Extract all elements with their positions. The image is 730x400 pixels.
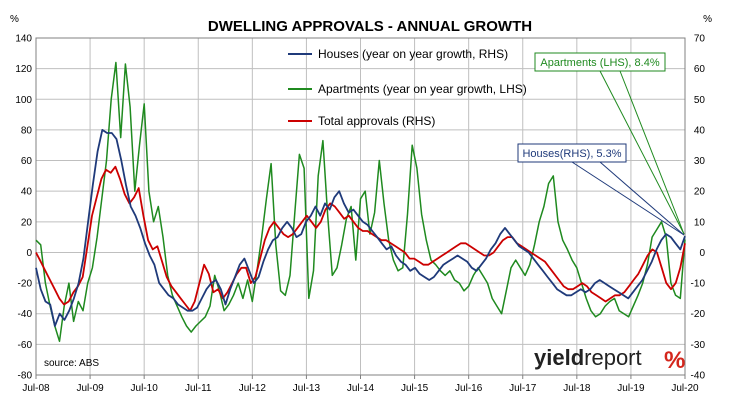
right-tick-label: 50 xyxy=(694,95,706,106)
left-tick-label: 40 xyxy=(21,187,33,198)
right-tick-label: -30 xyxy=(691,340,706,351)
grid xyxy=(36,37,685,376)
right-tick-label: 40 xyxy=(694,125,706,136)
legend: Houses (year on year growth, RHS) Apartm… xyxy=(288,47,527,128)
left-tick-label: 80 xyxy=(21,125,33,136)
left-tick-label: 20 xyxy=(21,217,33,228)
right-axis: 70 60 50 40 30 20 10 0 -10 -20 -30 -40 xyxy=(691,34,706,382)
x-tick-label: Jul-20 xyxy=(671,383,699,394)
x-axis: Jul-08 Jul-09 Jul-10 Jul-11 Jul-12 Jul-13 Jul-… xyxy=(22,375,699,394)
logo-percent-icon: % xyxy=(664,347,685,374)
x-tick-label: Jul-17 xyxy=(509,383,537,394)
right-tick-label: -40 xyxy=(691,371,706,382)
x-tick-label: Jul-12 xyxy=(239,383,267,394)
x-tick-label: Jul-10 xyxy=(131,383,159,394)
annotation-leader-apartments-1 xyxy=(599,70,685,235)
x-tick-label: Jul-18 xyxy=(563,383,591,394)
left-tick-label: 120 xyxy=(15,64,32,75)
source-note: source: ABS xyxy=(44,358,99,369)
x-tick-label: Jul-16 xyxy=(455,383,483,394)
x-tick-label: Jul-11 xyxy=(185,383,212,394)
logo-part-yield: yield xyxy=(534,345,584,370)
right-tick-label: 70 xyxy=(694,34,706,45)
legend-label-total: Total approvals (RHS) xyxy=(318,114,435,128)
apartments-series-line xyxy=(35,61,686,343)
left-tick-label: -80 xyxy=(18,371,33,382)
left-tick-label: 0 xyxy=(26,248,32,259)
annotation-apartments: Apartments (LHS), 8.4% xyxy=(540,57,659,69)
houses-series-line xyxy=(35,128,686,327)
left-tick-label: 140 xyxy=(15,34,32,45)
left-tick-label: 60 xyxy=(21,156,33,167)
annotation-leader-houses-2 xyxy=(599,161,685,236)
series-lines xyxy=(35,61,686,343)
right-tick-label: 60 xyxy=(694,64,706,75)
annotation-leader-houses-1 xyxy=(571,161,685,236)
right-tick-label: 10 xyxy=(694,217,706,228)
legend-label-houses: Houses (year on year growth, RHS) xyxy=(318,47,508,61)
right-tick-label: -20 xyxy=(691,309,706,320)
logo-wordmark: yieldreport xyxy=(534,345,642,370)
right-tick-label: 30 xyxy=(694,156,706,167)
right-tick-label: -10 xyxy=(691,279,706,290)
chart-title: DWELLING APPROVALS - ANNUAL GROWTH xyxy=(208,18,532,35)
left-tick-label: -40 xyxy=(18,309,33,320)
x-tick-label: Jul-14 xyxy=(347,383,375,394)
annotations: Apartments (LHS), 8.4% Houses(RHS), 5.3% xyxy=(517,52,685,236)
legend-label-apartments: Apartments (year on year growth, LHS) xyxy=(318,82,527,96)
left-axis: 140 120 100 80 60 40 20 0 -20 -40 -60 -80 xyxy=(15,34,32,382)
left-tick-label: 100 xyxy=(15,95,32,106)
yieldreport-logo: yieldreport % xyxy=(534,345,685,374)
right-tick-label: 20 xyxy=(694,187,706,198)
total-approvals-series-line xyxy=(35,165,686,312)
annotation-leader-apartments-2 xyxy=(619,70,685,235)
x-tick-label: Jul-19 xyxy=(617,383,645,394)
left-tick-label: -20 xyxy=(18,279,33,290)
x-tick-label: Jul-13 xyxy=(293,383,321,394)
left-axis-unit: % xyxy=(10,14,19,25)
x-tick-label: Jul-09 xyxy=(76,383,104,394)
x-tick-label: Jul-15 xyxy=(401,383,429,394)
right-tick-label: 0 xyxy=(699,248,705,259)
logo-part-report: report xyxy=(584,345,641,370)
left-tick-label: -60 xyxy=(18,340,33,351)
right-axis-unit: % xyxy=(703,14,712,25)
annotation-houses: Houses(RHS), 5.3% xyxy=(522,148,621,160)
x-tick-label: Jul-08 xyxy=(22,383,50,394)
